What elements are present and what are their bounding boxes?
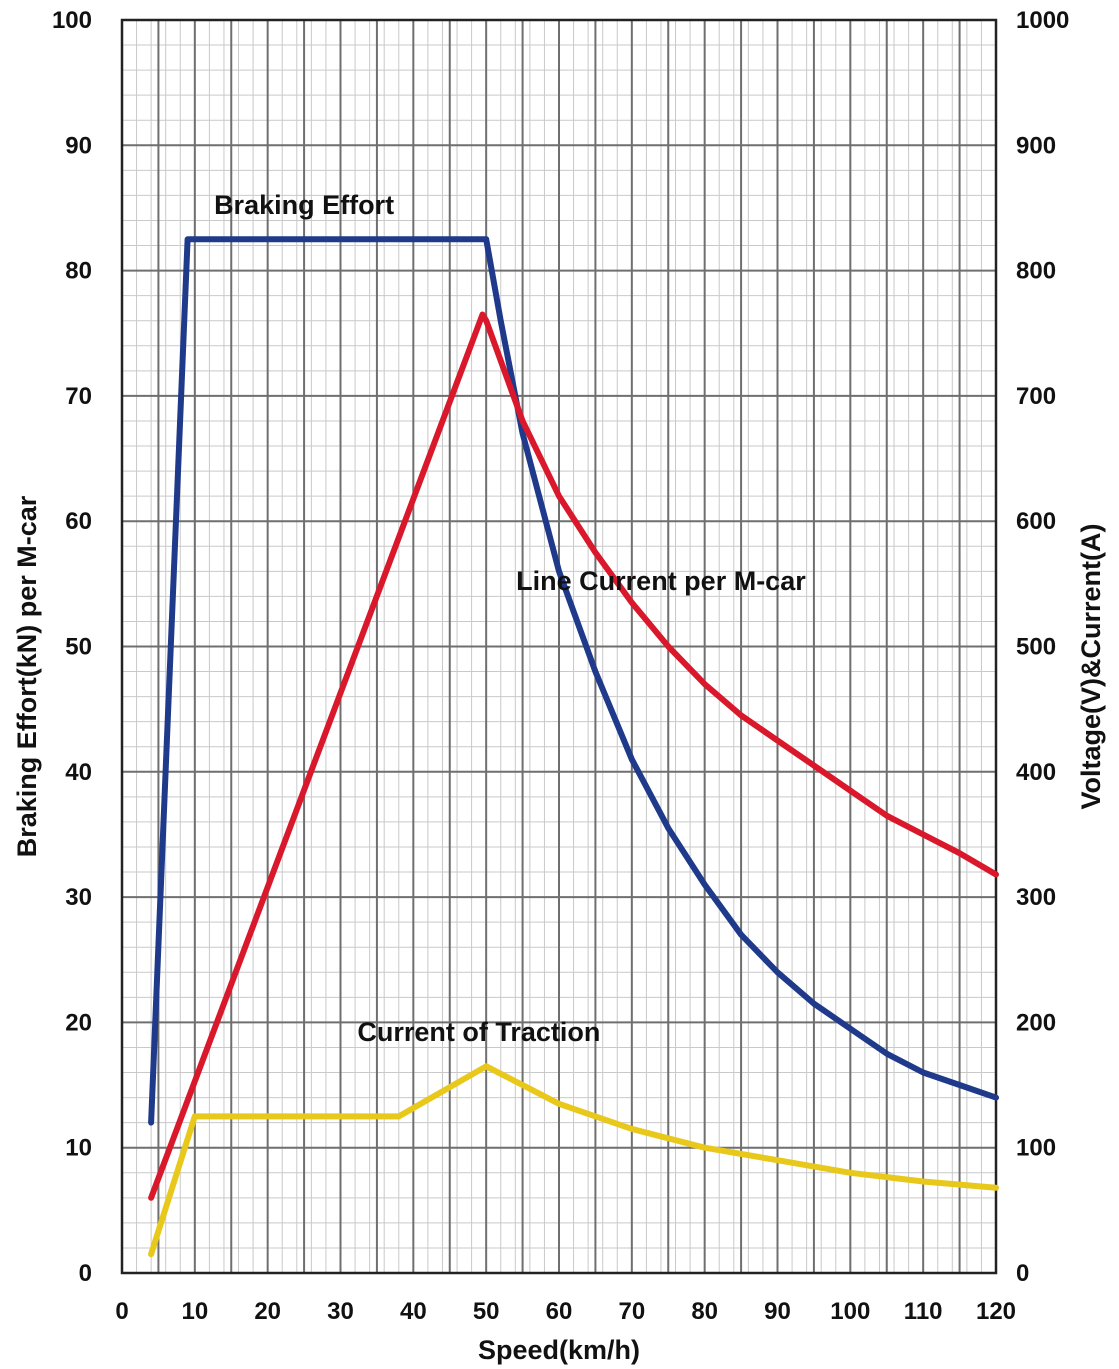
left-y-tick-label: 70 (65, 383, 92, 410)
right-y-axis-ticks: 0 100 200 300 400 500 600 700 800 900 1000 (1016, 7, 1069, 1287)
x-tick-label: 40 (400, 1298, 427, 1325)
left-y-tick-label: 0 (79, 1260, 92, 1287)
x-tick-label: 120 (976, 1298, 1016, 1325)
left-y-tick-label: 10 (65, 1135, 92, 1162)
series-annotations: Braking Effort Line Current per M-car Curr… (214, 190, 806, 1047)
right-y-tick-label: 200 (1016, 1009, 1056, 1036)
x-axis-title: Speed(km/h) (478, 1335, 640, 1365)
left-y-tick-label: 100 (52, 7, 92, 34)
right-y-tick-label: 600 (1016, 508, 1056, 535)
line-current-per-m-car-label: Line Current per M-car (516, 566, 806, 596)
x-tick-label: 90 (764, 1298, 791, 1325)
right-y-tick-label: 0 (1016, 1260, 1029, 1287)
x-tick-label: 100 (830, 1298, 870, 1325)
right-y-tick-label: 500 (1016, 634, 1056, 661)
right-y-tick-label: 900 (1016, 132, 1056, 159)
x-tick-label: 10 (181, 1298, 208, 1325)
left-y-tick-label: 80 (65, 258, 92, 285)
left-y-tick-label: 50 (65, 634, 92, 661)
current-of-traction-line (148, 1063, 999, 1258)
right-y-tick-label: 300 (1016, 884, 1056, 911)
x-tick-label: 60 (546, 1298, 573, 1325)
left-y-tick-label: 20 (65, 1009, 92, 1036)
x-tick-label: 50 (473, 1298, 500, 1325)
right-y-tick-label: 1000 (1016, 7, 1069, 34)
right-y-tick-label: 400 (1016, 759, 1056, 786)
left-y-tick-label: 40 (65, 759, 92, 786)
series-lines (148, 236, 999, 1258)
current-of-traction-label: Current of Traction (357, 1017, 600, 1047)
x-axis-ticks: 0 10 20 30 40 50 60 70 80 90 100 110 120 (115, 1298, 1016, 1325)
left-y-axis-title: Braking Effort(kN) per M-car (12, 495, 42, 857)
right-y-tick-label: 100 (1016, 1135, 1056, 1162)
left-y-tick-label: 90 (65, 132, 92, 159)
braking-effort-line (148, 236, 999, 1126)
right-y-tick-label: 700 (1016, 383, 1056, 410)
x-tick-label: 70 (618, 1298, 645, 1325)
line-current-per-m-car-line (148, 311, 999, 1201)
x-tick-label: 110 (904, 1298, 943, 1325)
x-tick-label: 80 (691, 1298, 718, 1325)
left-y-tick-label: 60 (65, 508, 92, 535)
x-tick-label: 0 (115, 1298, 128, 1325)
plot-frame (120, 18, 998, 1275)
x-tick-label: 20 (254, 1298, 281, 1325)
left-y-axis-ticks: 0 10 20 30 40 50 60 70 80 90 100 (52, 7, 92, 1287)
left-y-tick-label: 30 (65, 884, 92, 911)
right-y-axis-title: Voltage(V)&Current(A) (1076, 524, 1106, 810)
right-y-tick-label: 800 (1016, 258, 1056, 285)
x-tick-label: 30 (327, 1298, 354, 1325)
braking-effort-label: Braking Effort (214, 190, 394, 220)
